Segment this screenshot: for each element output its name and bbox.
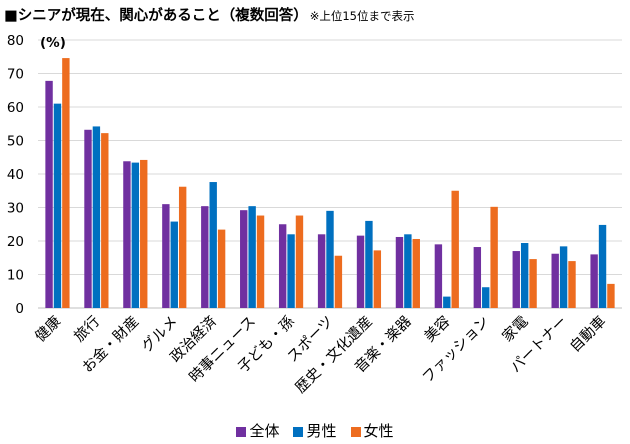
x-tick-label: 家電 xyxy=(499,313,532,346)
legend: 全体 男性 女性 xyxy=(0,420,630,441)
bar-男性 xyxy=(559,246,568,308)
legend-item: 全体 xyxy=(236,420,279,441)
bar-女性 xyxy=(140,159,148,308)
bar-男性 xyxy=(248,206,256,308)
bar-男性 xyxy=(598,224,607,308)
bar-女性 xyxy=(217,229,226,308)
x-tick-label: 旅行 xyxy=(71,313,104,346)
bar-全体 xyxy=(162,204,170,308)
bar-全体 xyxy=(395,236,404,308)
y-tick-label: 10 xyxy=(7,268,24,284)
bar-男性 xyxy=(287,234,295,308)
bar-女性 xyxy=(62,58,70,309)
y-tick-label: 40 xyxy=(7,167,24,183)
x-tick-label: 時事ニュース xyxy=(186,313,259,386)
chart-title-note: ※上位15位まで表示 xyxy=(309,9,415,23)
y-tick-label: 0 xyxy=(15,301,24,317)
bar-男性 xyxy=(520,243,529,308)
y-tick-label: 30 xyxy=(7,201,24,217)
bar-男性 xyxy=(482,287,490,308)
y-tick-label: 60 xyxy=(7,100,24,116)
legend-label: 女性 xyxy=(363,422,394,440)
bar-全体 xyxy=(356,235,365,308)
bar-全体 xyxy=(278,224,287,308)
bar-男性 xyxy=(53,103,62,309)
legend-label: 男性 xyxy=(306,422,337,440)
y-tick-label: 20 xyxy=(7,234,24,250)
x-tick-label: 自動車 xyxy=(567,313,610,356)
bar-全体 xyxy=(123,161,131,308)
legend-swatch xyxy=(236,427,247,437)
bar-女性 xyxy=(295,215,304,308)
bar-全体 xyxy=(590,254,598,308)
y-tick-label: 80 xyxy=(7,33,24,49)
x-tick-label: 健康 xyxy=(32,313,65,346)
legend-item: 女性 xyxy=(350,420,394,441)
bar-女性 xyxy=(529,259,537,308)
bar-女性 xyxy=(607,283,615,308)
bar-女性 xyxy=(178,186,187,308)
chart-title-row: ■シニアが現在、関心があること（複数回答） ※上位15位まで表示 xyxy=(4,4,414,25)
bar-全体 xyxy=(473,247,482,308)
bar-女性 xyxy=(412,238,420,308)
bar-男性 xyxy=(443,296,451,308)
bar-全体 xyxy=(45,80,53,309)
bar-女性 xyxy=(373,250,382,308)
bar-全体 xyxy=(201,206,209,308)
y-axis-label: (%) xyxy=(40,35,66,51)
y-tick-label: 70 xyxy=(7,67,24,83)
legend-label: 全体 xyxy=(249,422,280,440)
bar-男性 xyxy=(170,221,178,308)
chart-title: ■シニアが現在、関心があること（複数回答） xyxy=(4,8,308,24)
bar-女性 xyxy=(451,190,459,308)
bar-男性 xyxy=(131,162,140,308)
bar-男性 xyxy=(365,220,373,308)
bar-女性 xyxy=(334,255,343,308)
bar-男性 xyxy=(209,182,217,308)
bar-男性 xyxy=(404,234,412,308)
x-tick-label: 美容 xyxy=(421,313,454,346)
bar-女性 xyxy=(101,133,109,308)
y-tick-label: 50 xyxy=(7,134,24,150)
bar-全体 xyxy=(317,234,326,308)
bar-女性 xyxy=(490,206,498,308)
bar-男性 xyxy=(326,210,334,308)
bar-全体 xyxy=(512,251,520,308)
bar-女性 xyxy=(568,261,576,308)
legend-swatch xyxy=(350,427,361,437)
bar-男性 xyxy=(92,126,101,309)
bar-全体 xyxy=(84,129,92,308)
legend-swatch xyxy=(293,427,304,437)
bar-全体 xyxy=(434,244,443,308)
legend-item: 男性 xyxy=(293,420,337,441)
bar-全体 xyxy=(551,253,559,308)
bar-全体 xyxy=(240,210,248,308)
bar-女性 xyxy=(256,215,265,308)
